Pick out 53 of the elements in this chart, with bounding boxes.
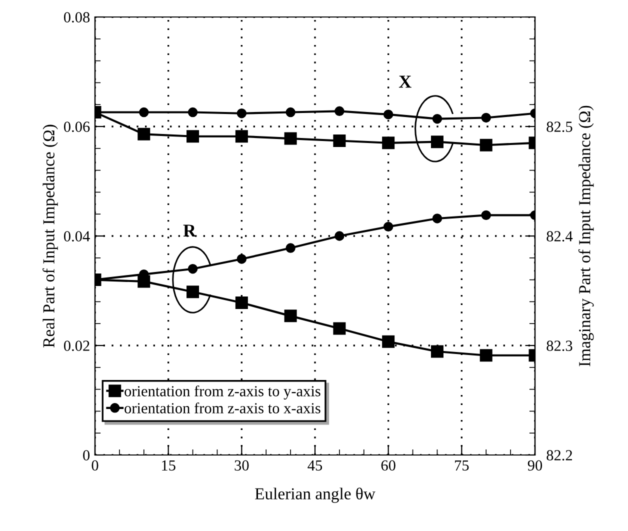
legend-label: orientation from z-axis to y-axis (124, 385, 320, 400)
point (481, 210, 491, 220)
annotation: R (183, 224, 196, 237)
point (481, 112, 491, 123)
y-tick-label: 0.08 (64, 12, 90, 23)
x-tick-label: 15 (162, 460, 176, 471)
y2-tick-label: 82.5 (546, 122, 572, 132)
point (480, 349, 492, 362)
y-axis-title: Real Part of Input Impedance (Ω) (42, 124, 58, 348)
y2-tick-label: 82.3 (546, 340, 572, 352)
point (284, 132, 297, 145)
point (430, 136, 444, 148)
point (138, 128, 150, 140)
point (188, 107, 198, 118)
x-tick-label: 75 (455, 460, 469, 471)
y-tick-label: 0.06 (64, 122, 90, 132)
point (480, 138, 492, 152)
point (333, 322, 346, 335)
point (432, 114, 442, 124)
point (430, 345, 444, 358)
point (236, 108, 247, 118)
y-tick-label: 0.02 (64, 340, 90, 352)
point (382, 136, 395, 150)
point (235, 130, 248, 143)
point (333, 134, 346, 147)
point (139, 107, 149, 118)
y2-tick-label: 82.4 (546, 231, 573, 242)
x-axis-title: Eulerian angle θw (255, 488, 376, 503)
point (188, 264, 198, 274)
y-tick-label: 0 (83, 450, 90, 460)
point (334, 106, 344, 116)
point (235, 296, 248, 310)
point (432, 214, 442, 224)
y2-tick-label: 82.2 (546, 450, 572, 461)
annotation: X (398, 76, 412, 88)
point (383, 110, 394, 120)
point (382, 335, 395, 348)
point (383, 222, 394, 232)
point (236, 254, 247, 264)
point (286, 243, 296, 253)
x-tick-label: 0 (92, 460, 98, 471)
point (286, 107, 296, 118)
point (334, 231, 344, 241)
point (186, 130, 200, 143)
x-tick-label: 60 (381, 460, 396, 471)
x-tick-label: 45 (308, 460, 322, 471)
point (186, 286, 200, 298)
y2-axis-title: Imaginary Part of Input Impedance (Ω) (578, 106, 594, 366)
x-tick-label: 90 (528, 460, 542, 471)
x-tick-label: 30 (234, 460, 249, 471)
point (284, 310, 297, 322)
legend-label: orientation from z-axis to x-axis (124, 402, 320, 414)
y-tick-label: 0.04 (64, 231, 90, 242)
